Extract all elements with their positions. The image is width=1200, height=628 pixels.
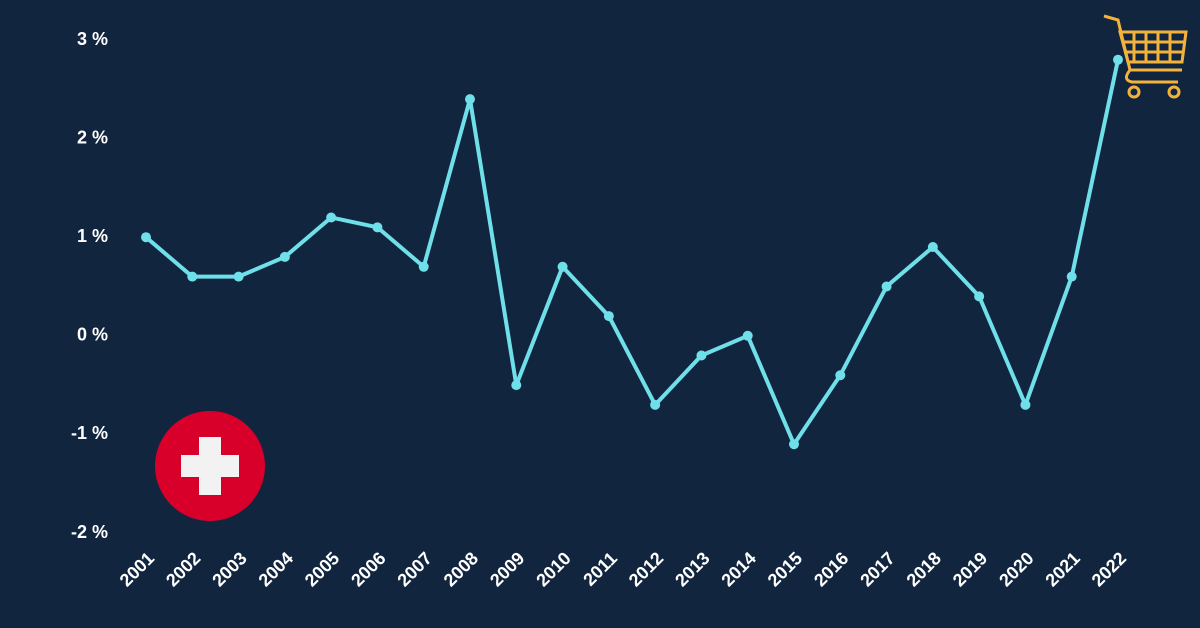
point <box>603 311 614 322</box>
y-tick-label: -2 % <box>71 522 108 542</box>
y-tick-label: 0 % <box>77 325 108 345</box>
point <box>141 232 151 243</box>
point <box>789 439 799 450</box>
line <box>144 59 1120 447</box>
swiss-flag <box>155 411 265 521</box>
point <box>650 399 661 410</box>
point <box>418 261 429 272</box>
point <box>465 94 475 105</box>
point <box>696 350 707 361</box>
point <box>1020 399 1031 410</box>
point <box>557 261 568 272</box>
y-tick-label: 2 % <box>77 127 108 147</box>
point <box>187 271 198 282</box>
cart-icon <box>1103 14 1188 99</box>
point <box>372 222 383 233</box>
point <box>881 281 892 292</box>
point <box>927 242 938 253</box>
point <box>279 251 290 262</box>
point <box>974 291 985 302</box>
point <box>511 380 522 391</box>
point <box>1113 54 1123 65</box>
y-tick-label: 3 % <box>77 29 108 49</box>
point <box>835 370 846 381</box>
point <box>326 212 337 223</box>
point <box>1066 271 1077 282</box>
point <box>233 271 244 282</box>
point <box>742 330 753 341</box>
y-tick-label: -1 % <box>71 423 108 443</box>
y-tick-label: 1 % <box>77 226 108 246</box>
